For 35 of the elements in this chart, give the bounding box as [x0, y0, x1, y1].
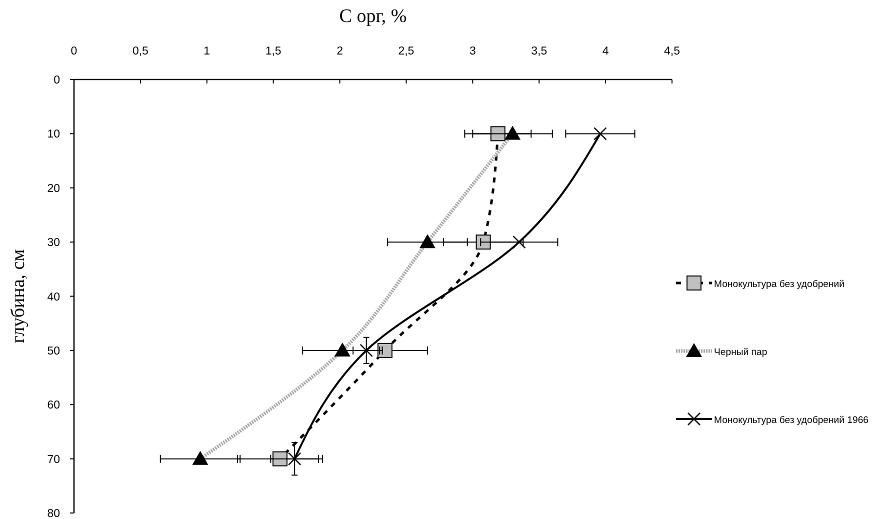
point — [476, 234, 491, 250]
y-tick-label: 70 — [47, 454, 60, 466]
x-tick-label: 0,5 — [132, 46, 148, 58]
x-axis-title: C орг, % — [339, 6, 407, 27]
point — [504, 126, 521, 140]
y-tick-label: 80 — [47, 508, 60, 519]
x-tick-label: 3,5 — [531, 46, 548, 58]
x-tick-label: 2 — [336, 46, 343, 58]
y-tick-label: 60 — [47, 400, 60, 412]
x-tick-label: 4,5 — [664, 46, 680, 58]
x-tick-label: 4 — [602, 46, 610, 58]
y-tick-label: 10 — [47, 128, 60, 141]
point — [272, 451, 288, 466]
y-tick-label: 20 — [47, 182, 60, 195]
legend-label: Монокультура без удобрений 1966 — [714, 415, 869, 426]
point — [512, 235, 526, 249]
x-tick-label: 1 — [204, 46, 210, 58]
legend-label: Черный пар — [714, 347, 768, 358]
point — [594, 127, 607, 140]
y-tick-label: 0 — [54, 74, 60, 86]
x-tick-label: 3 — [469, 46, 476, 58]
point — [334, 342, 350, 356]
point — [377, 342, 392, 358]
y-axis-title: глубина, см — [8, 249, 29, 344]
y-tick-label: 50 — [47, 345, 60, 358]
point — [192, 450, 208, 465]
y-tick-label: 30 — [47, 237, 60, 250]
x-tick-label: 0 — [70, 46, 78, 58]
x-tick-label: 1,5 — [265, 46, 282, 58]
legend-label: Монокультура без удобрений — [714, 279, 845, 290]
point — [490, 126, 506, 142]
y-tick-label: 40 — [47, 291, 60, 304]
point — [288, 452, 302, 466]
point — [419, 234, 436, 248]
x-tick-label: 2,5 — [398, 46, 414, 58]
